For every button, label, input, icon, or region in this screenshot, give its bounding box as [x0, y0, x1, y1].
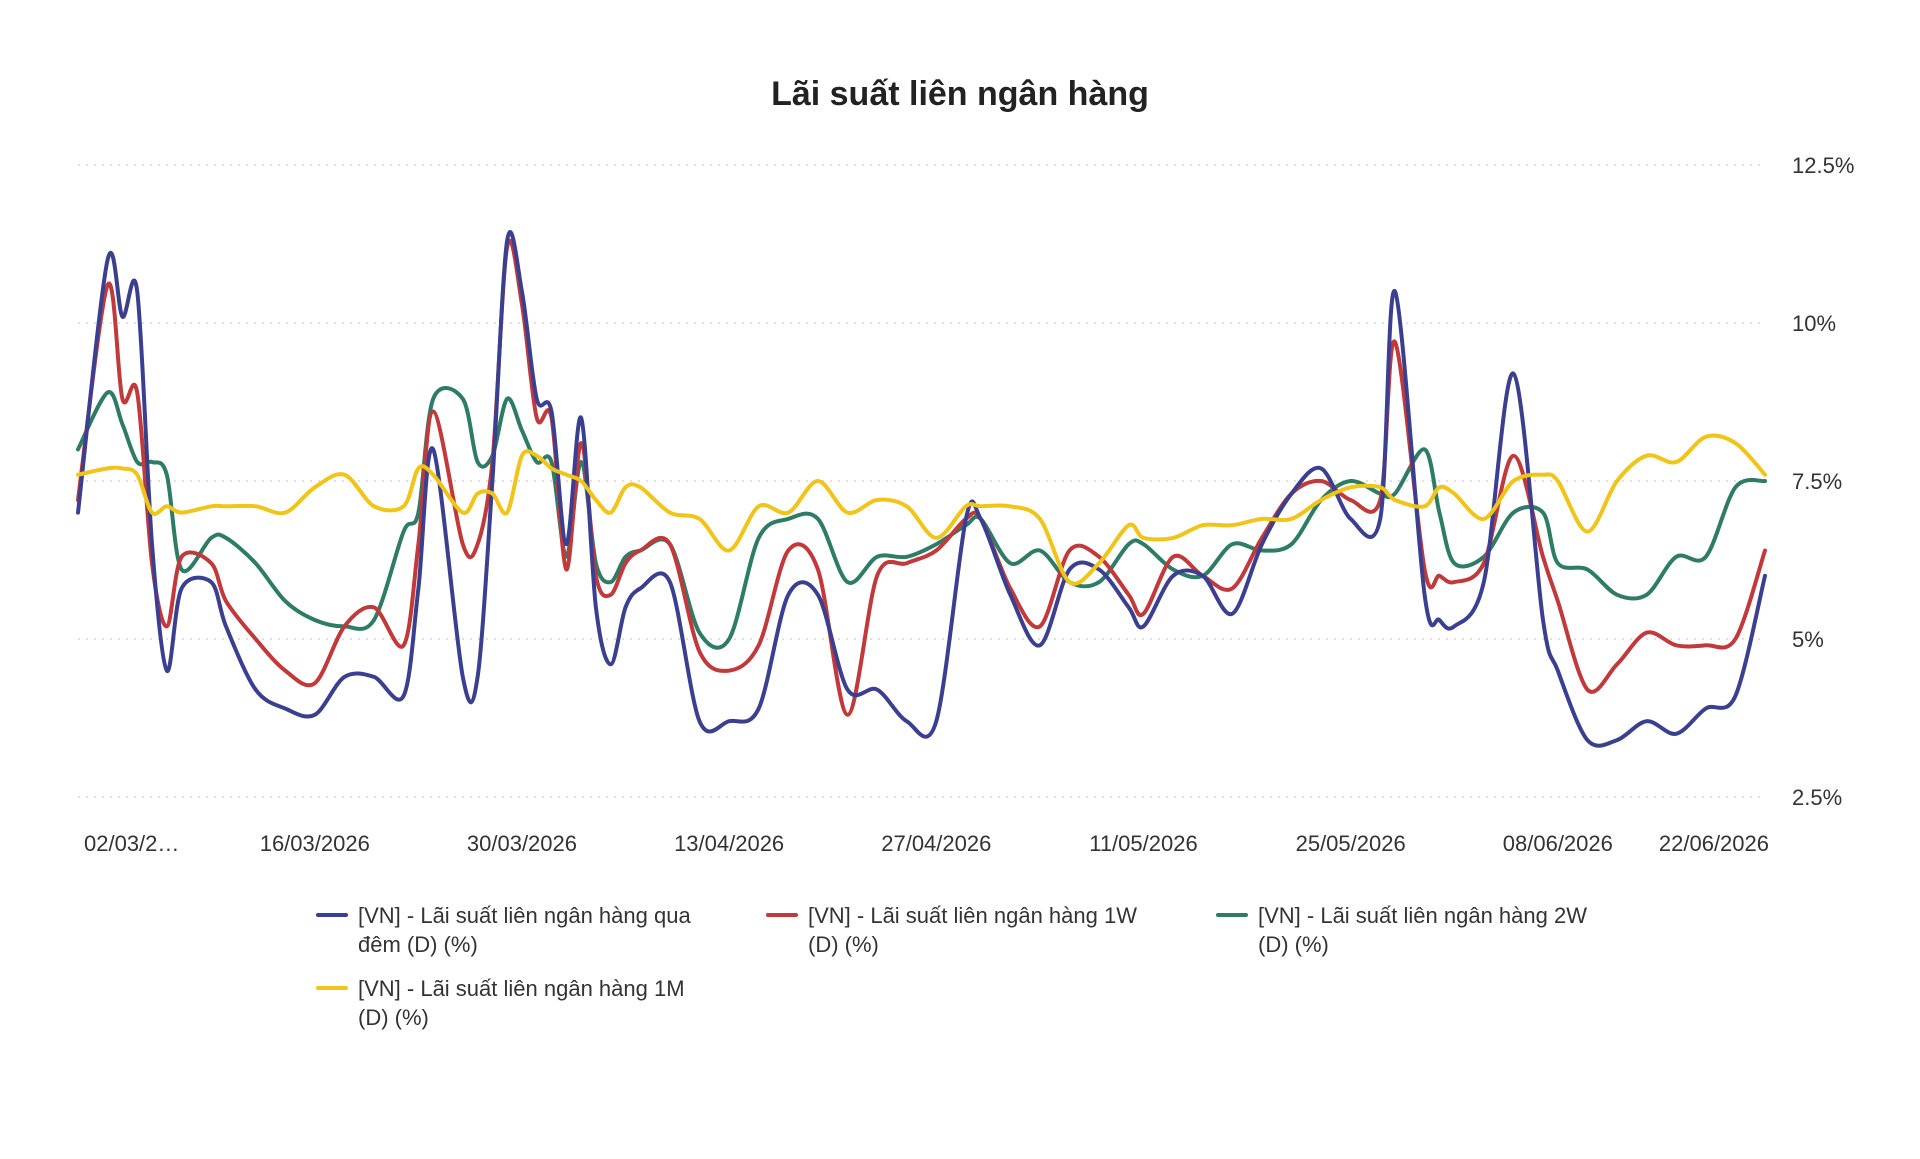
legend-item-4[interactable]: [VN] - Lãi suất liên ngân hàng 1M (D) (%): [316, 976, 685, 1030]
y-tick-label: 12.5%: [1792, 153, 1854, 178]
x-tick-label: 11/05/2026: [1089, 831, 1197, 856]
y-tick-label: 2.5%: [1792, 785, 1842, 810]
x-tick-label: 25/05/2026: [1296, 831, 1406, 856]
y-tick-label: 5%: [1792, 627, 1824, 652]
series-line-1: [76, 230, 1767, 748]
legend-item-3[interactable]: [VN] - Lãi suất liên ngân hàng 2W (D) (%): [1216, 903, 1587, 957]
x-tick-label: 27/04/2026: [881, 831, 991, 856]
legend-label: [VN] - Lãi suất liên ngân hàng 1W (D) (%): [808, 903, 1137, 957]
y-tick-label: 7.5%: [1792, 469, 1842, 494]
grid-lines: [78, 164, 1765, 798]
x-tick-label: 30/03/2026: [467, 831, 577, 856]
y-tick-label: 10%: [1792, 311, 1836, 336]
x-tick-label: 16/03/2026: [260, 831, 370, 856]
x-axis: 02/03/2… 16/03/2026 30/03/2026 13/04/2026 27…: [84, 831, 1769, 856]
x-tick-label: 08/06/2026: [1503, 831, 1613, 856]
y-axis: 2.5% 5% 7.5% 10% 12.5%: [1792, 153, 1854, 810]
legend-item-1[interactable]: [VN] - Lãi suất liên ngân hàng qua đêm (D…: [316, 903, 691, 957]
chart-title: Lãi suất liên ngân hàng: [771, 75, 1149, 113]
legend-label: [VN] - Lãi suất liên ngân hàng 1M (D) (%): [358, 976, 685, 1030]
legend-item-2[interactable]: [VN] - Lãi suất liên ngân hàng 1W (D) (%): [766, 903, 1137, 957]
legend-label: [VN] - Lãi suất liên ngân hàng 2W (D) (%): [1258, 903, 1587, 957]
legend-label: [VN] - Lãi suất liên ngân hàng qua đêm (D…: [358, 903, 691, 957]
series-line-2: [76, 238, 1767, 717]
series-lines: [76, 230, 1767, 748]
series-line-4: [76, 433, 1767, 586]
x-tick-label: 13/04/2026: [674, 831, 784, 856]
series-line-3: [76, 386, 1767, 650]
legend: [VN] - Lãi suất liên ngân hàng qua đêm (D…: [316, 903, 1587, 1030]
x-tick-label: 02/03/2…: [84, 831, 179, 856]
x-tick-label: 22/06/2026: [1659, 831, 1769, 856]
